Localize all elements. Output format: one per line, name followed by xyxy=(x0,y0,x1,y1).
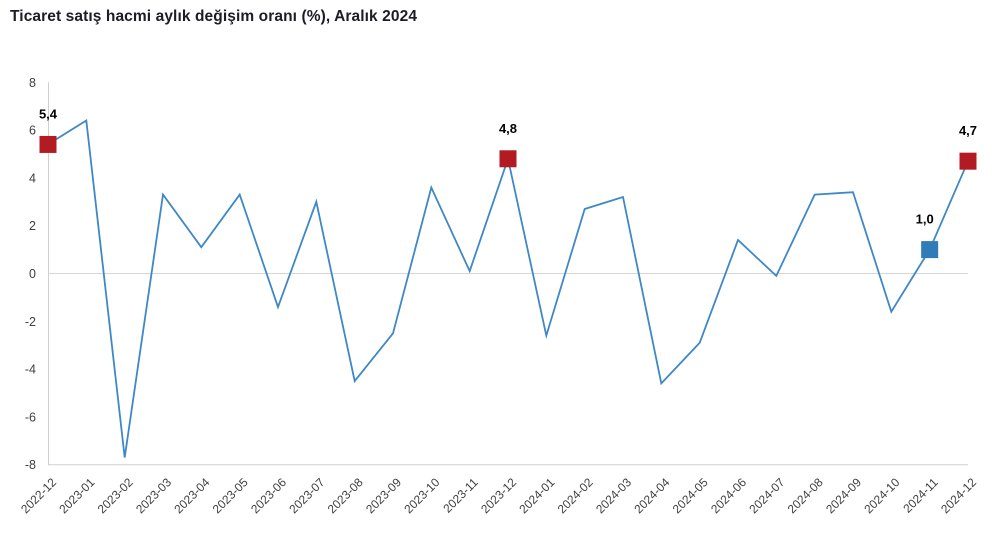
x-tick-label: 2024-12 xyxy=(938,475,979,516)
data-marker-2023-12 xyxy=(499,150,517,168)
x-tick-label: 2023-03 xyxy=(133,475,174,516)
y-tick-label: 2 xyxy=(29,219,36,233)
data-label-2024-11: 1,0 xyxy=(916,212,934,227)
data-label-2024-12: 4,7 xyxy=(959,123,977,138)
x-tick-label: 2023-11 xyxy=(440,475,481,516)
data-marker-2022-12 xyxy=(39,135,57,153)
x-tick-label: 2024-07 xyxy=(746,475,787,516)
data-line xyxy=(47,118,969,458)
data-label-2023-12: 4,8 xyxy=(499,121,517,136)
x-tick-label: 2023-09 xyxy=(363,475,404,516)
x-tick-label: 2023-08 xyxy=(325,475,366,516)
x-tick-label: 2024-01 xyxy=(516,475,557,516)
x-tick-label: 2024-04 xyxy=(631,475,672,516)
data-label-2022-12: 5,4 xyxy=(39,106,58,121)
x-tick-label: 2024-06 xyxy=(708,475,749,516)
x-tick-label: 2024-08 xyxy=(785,475,826,516)
y-tick-label: 0 xyxy=(29,267,36,281)
x-tick-label: 2023-04 xyxy=(171,475,212,516)
x-tick-label: 2024-03 xyxy=(593,475,634,516)
y-tick-label: 6 xyxy=(29,124,36,138)
x-tick-label: 2024-10 xyxy=(861,475,902,516)
x-tick-label: 2023-12 xyxy=(478,475,519,516)
x-tick-label: 2024-09 xyxy=(823,475,864,516)
data-marker-2024-11 xyxy=(921,241,939,259)
x-tick-label: 2024-05 xyxy=(670,475,711,516)
y-tick-label: -6 xyxy=(25,410,36,424)
data-marker-2024-12 xyxy=(959,152,977,170)
y-tick-label: -2 xyxy=(25,315,36,329)
x-tick-label: 2022-12 xyxy=(18,475,59,516)
y-tick-label: 8 xyxy=(29,76,36,90)
y-tick-label: -4 xyxy=(25,363,36,377)
x-tick-label: 2023-10 xyxy=(401,475,442,516)
x-tick-label: 2023-02 xyxy=(95,475,136,516)
y-tick-label: -8 xyxy=(25,458,36,472)
y-tick-label: 4 xyxy=(29,171,36,185)
x-tick-label: 2024-02 xyxy=(555,475,596,516)
chart-title: Ticaret satış hacmi aylık değişim oranı … xyxy=(10,8,418,25)
x-tick-label: 2024-11 xyxy=(900,475,941,516)
x-tick-label: 2023-07 xyxy=(286,475,327,516)
x-tick-label: 2023-05 xyxy=(210,475,251,516)
x-tick-label: 2023-06 xyxy=(248,475,289,516)
x-tick-label: 2023-01 xyxy=(56,475,97,516)
